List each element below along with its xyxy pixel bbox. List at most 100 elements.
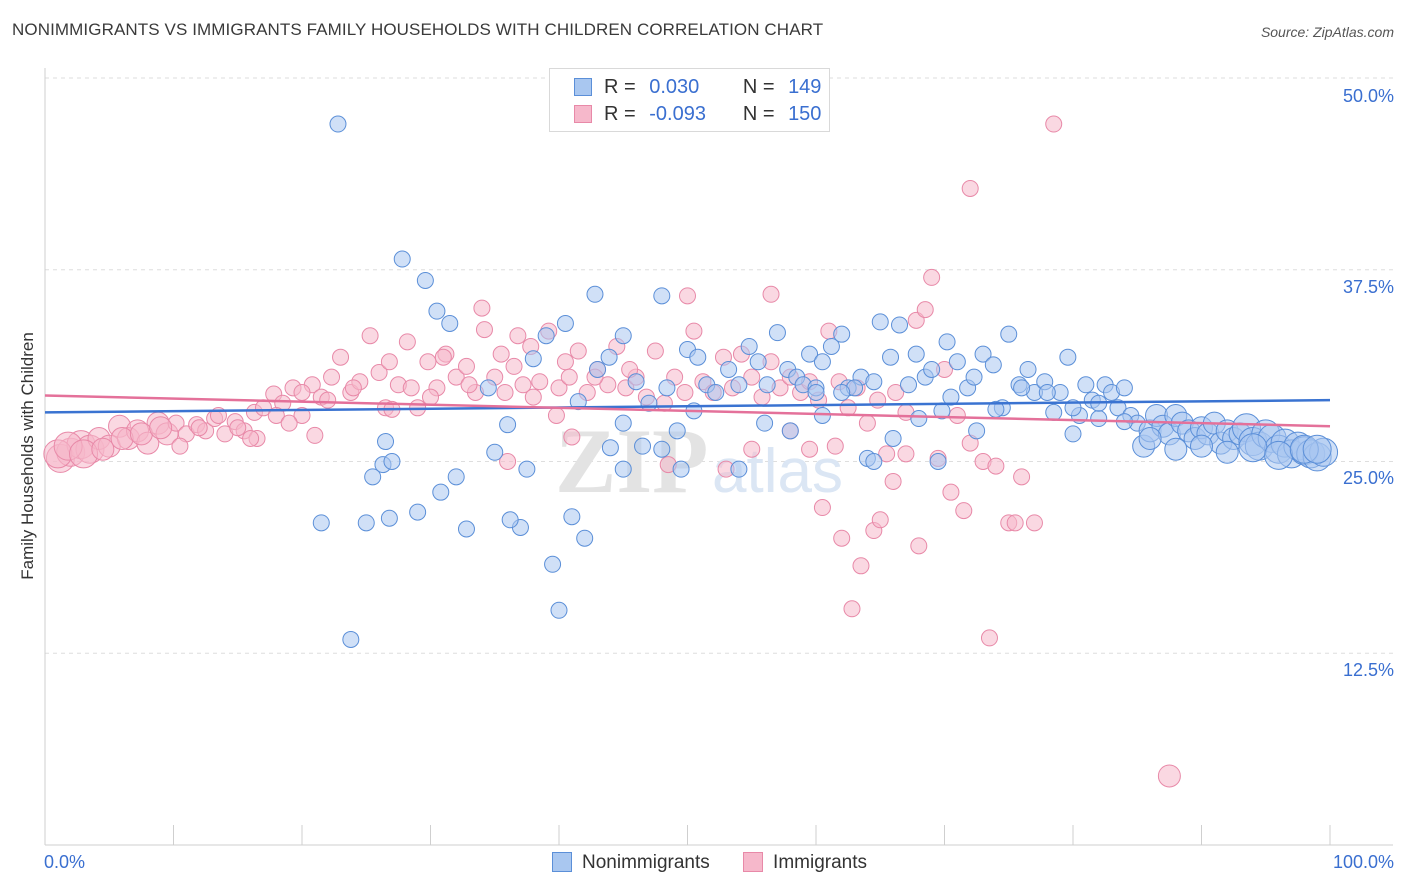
nonimmigrants-point	[948, 353, 966, 371]
legend-row-immigrants: R = -0.093 N = 150	[574, 103, 821, 125]
immigrants-point	[344, 379, 362, 397]
immigrants-point	[884, 472, 902, 490]
nonimmigrants-point	[865, 373, 883, 391]
nonimmigrants-point	[672, 460, 690, 478]
legend-r-label: R =	[604, 76, 636, 98]
nonimmigrants-point	[720, 360, 738, 378]
immigrants-point	[826, 437, 844, 455]
immigrants-point	[492, 345, 510, 363]
immigrants-point	[599, 376, 617, 394]
series-legend: Nonimmigrants Immigrants	[552, 852, 895, 874]
immigrants-point	[646, 342, 664, 360]
immigrants-point	[948, 406, 966, 424]
immigrants-point	[858, 414, 876, 432]
immigrants-point	[813, 499, 831, 517]
immigrants-point	[499, 453, 517, 470]
nonimmigrants-point	[1264, 440, 1294, 470]
immigrants-point	[852, 557, 870, 575]
nonimmigrants-point	[730, 376, 748, 394]
immigrants-point	[475, 321, 493, 339]
nonimmigrants-point	[1059, 348, 1077, 366]
nonimmigrants-point	[501, 511, 519, 529]
immigrants-point	[679, 287, 696, 305]
immigrants-point	[655, 394, 673, 412]
immigrants-point	[361, 327, 379, 345]
nonimmigrants-point	[576, 529, 594, 547]
immigrants-point	[505, 357, 523, 375]
immigrants-point	[910, 537, 928, 555]
nonimmigrants-point	[833, 383, 851, 401]
immigrants-point	[323, 368, 341, 386]
immigrants-point	[556, 353, 574, 371]
legend-row-nonimmigrants: R = 0.030 N = 149	[574, 76, 821, 98]
nonimmigrants-point	[1302, 434, 1332, 464]
nonimmigrants-point	[884, 429, 902, 447]
nonimmigrants-trend-line	[44, 398, 1331, 414]
series-legend-nonimmigrants: Nonimmigrants	[552, 852, 710, 874]
nonimmigrants-point	[1190, 434, 1213, 458]
nonimmigrants-point	[600, 348, 618, 366]
y-tick-label-37-5: 37.5%	[1342, 277, 1394, 297]
nonimmigrants-point	[409, 503, 427, 521]
immigrants-point	[887, 383, 905, 401]
immigrants-point	[190, 419, 208, 437]
nonimmigrants-point	[499, 416, 517, 434]
immigrants-point	[473, 299, 491, 317]
x-tick-label-min: 0.0%	[44, 852, 86, 872]
nonimmigrants-point	[974, 345, 992, 363]
series-legend-immigrants: Immigrants	[743, 852, 867, 874]
immigrants-point	[916, 301, 934, 319]
nonimmigrants-swatch	[574, 78, 592, 96]
immigrants-point	[306, 426, 324, 444]
immigrants-point	[332, 348, 350, 366]
immigrants-point	[402, 379, 420, 397]
nonimmigrants-point	[822, 337, 840, 355]
nonimmigrants-point	[544, 555, 562, 573]
nonimmigrants-point	[900, 376, 918, 394]
immigrants-point	[110, 426, 134, 450]
nonimmigrants-point	[653, 287, 671, 305]
nonimmigrants-point	[689, 348, 707, 366]
immigrants-point	[171, 437, 189, 455]
immigrants-point	[1025, 514, 1043, 532]
immigrants-point	[560, 368, 578, 386]
immigrants-point	[447, 368, 465, 386]
nonimmigrants-point	[329, 115, 347, 133]
immigrants-point	[801, 440, 819, 458]
immigrants-point	[563, 428, 581, 446]
legend-n-value: 150	[788, 103, 822, 125]
nonimmigrants-point	[601, 439, 619, 457]
immigrants-point	[293, 406, 311, 424]
nonimmigrants-point	[1000, 325, 1018, 343]
immigrants-point	[871, 511, 889, 529]
nonimmigrants-point	[569, 393, 587, 411]
nonimmigrants-point	[1238, 433, 1268, 463]
nonimmigrants-point	[768, 324, 786, 342]
immigrants-point	[762, 285, 780, 303]
immigrants-point	[1157, 764, 1181, 788]
y-tick-label-25: 25.0%	[1342, 468, 1394, 488]
immigrants-point	[676, 383, 694, 401]
immigrants-point	[129, 422, 153, 446]
immigrants-point	[91, 437, 115, 461]
nonimmigrants-point	[479, 379, 497, 397]
immigrants-point	[434, 348, 452, 366]
legend-r-label: R =	[604, 103, 636, 125]
nonimmigrants-point	[1115, 379, 1133, 397]
nonimmigrants-point	[938, 333, 956, 351]
nonimmigrants-point	[364, 468, 382, 486]
nonimmigrants-point	[1013, 379, 1031, 397]
nonimmigrants-point	[428, 302, 446, 320]
nonimmigrants-point	[589, 360, 607, 378]
immigrants-point	[743, 440, 761, 458]
immigrants-point	[550, 379, 568, 397]
nonimmigrants-point	[537, 327, 555, 345]
nonimmigrants-point	[929, 453, 947, 470]
nonimmigrants-point	[807, 383, 825, 401]
immigrants-point	[923, 268, 941, 286]
nonimmigrants-point	[486, 443, 504, 461]
immigrants-point	[980, 629, 998, 647]
nonimmigrants-point	[749, 353, 767, 371]
